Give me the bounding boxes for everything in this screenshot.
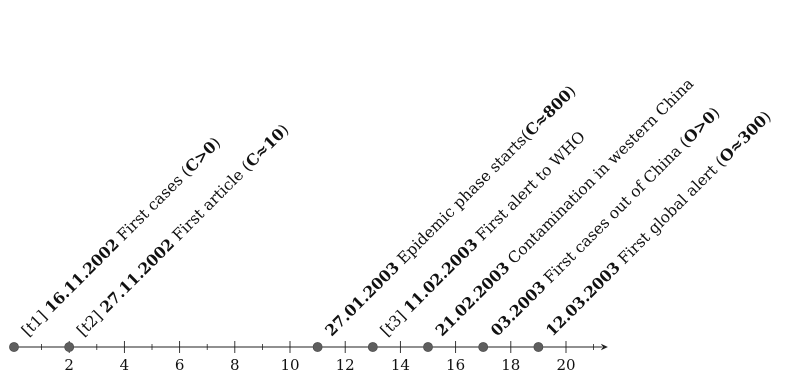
event-tag: [t1] bbox=[18, 307, 51, 340]
tick-label: 2 bbox=[64, 356, 74, 374]
tick-label: 8 bbox=[230, 356, 240, 374]
event-marker bbox=[533, 342, 544, 352]
tick-label: 6 bbox=[175, 356, 185, 374]
event-markers bbox=[9, 342, 544, 352]
tick-label: 10 bbox=[280, 356, 299, 374]
event-marker bbox=[312, 342, 323, 352]
axis-arrowhead bbox=[600, 343, 608, 351]
timeline-axis bbox=[14, 343, 608, 351]
event-marker bbox=[367, 342, 378, 352]
event-label: [t3] 11.02.2003 First alert to WHO bbox=[376, 127, 589, 340]
event-label: [t2] 27.11.2002 First article (C≈10) bbox=[73, 120, 293, 340]
axis-ticks: 2 4 6 8 10 12 14 16 18 20 bbox=[41, 341, 594, 374]
events-layer: [t1] 16.11.2002 First cases (C>0)[t2] 27… bbox=[17, 74, 775, 340]
event-label: [t1] 16.11.2002 First cases (C>0) bbox=[17, 133, 224, 340]
event-desc: First global alert ( bbox=[615, 154, 729, 268]
tick-label: 4 bbox=[120, 356, 130, 374]
event-desc: First alert to WHO bbox=[472, 128, 589, 245]
tick-label: 12 bbox=[336, 356, 355, 374]
event-label: 27.01.2003 Epidemic phase starts(C≈800) bbox=[321, 81, 580, 340]
event-label: 21.02.2003 Contamination in western Chin… bbox=[431, 74, 697, 340]
tick-label: 20 bbox=[556, 356, 575, 374]
tick-label: 16 bbox=[446, 356, 465, 374]
event-marker bbox=[423, 342, 433, 352]
event-tag: [t2] bbox=[73, 307, 106, 340]
event-tag: [t3] bbox=[377, 307, 410, 340]
tick-label: 14 bbox=[391, 356, 410, 374]
tick-label: 18 bbox=[501, 356, 520, 374]
event-metric: O≈300 bbox=[715, 111, 770, 166]
event-metric: C≈800 bbox=[521, 85, 575, 139]
event-marker bbox=[478, 342, 489, 352]
event-marker bbox=[9, 342, 19, 352]
event-marker bbox=[64, 342, 75, 352]
